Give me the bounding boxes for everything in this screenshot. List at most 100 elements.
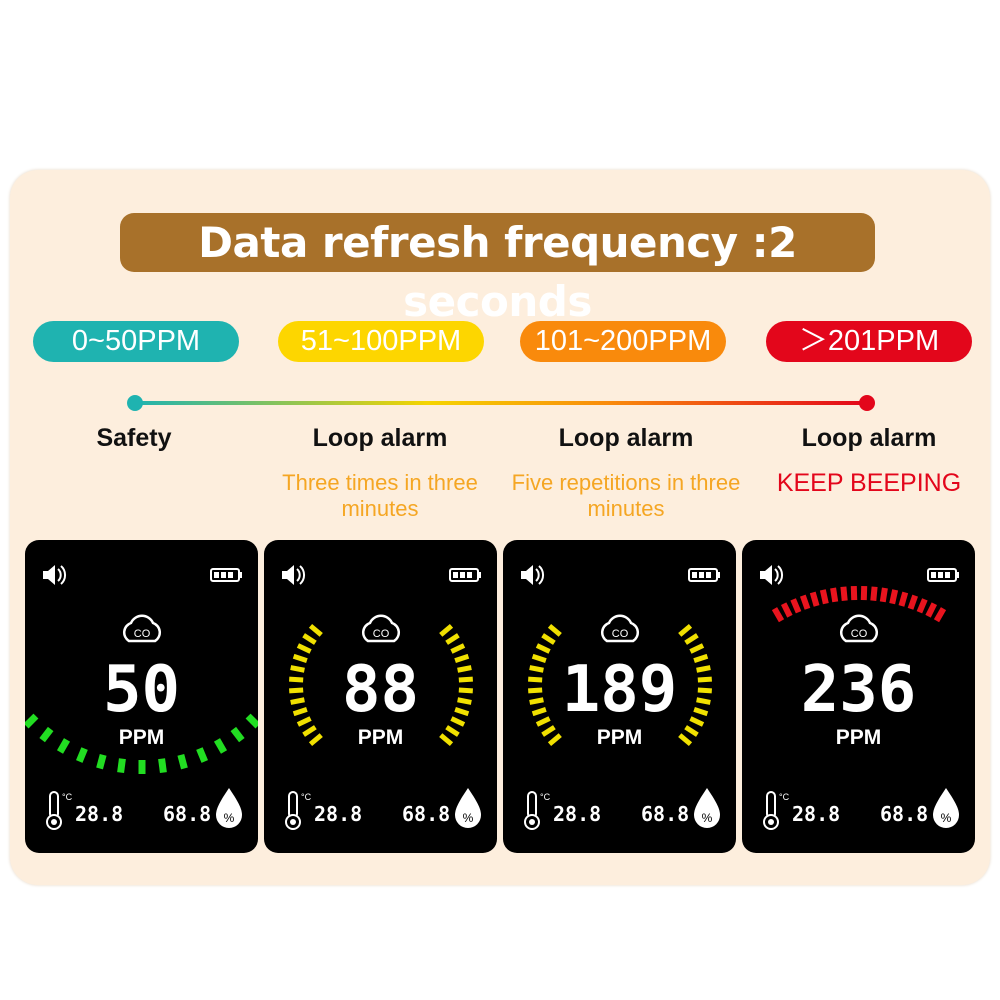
co-cloud-icon [839,614,879,643]
level-arc-segment [541,725,556,737]
level-arc-segment [547,733,562,747]
temp-unit: °C [301,792,312,802]
level-arc-segment [531,653,547,664]
level-arc-segment [308,733,323,747]
scale-end-dot [859,395,875,411]
range-pill: 51~100PPM [278,321,484,362]
detector-screen: CO °C % 50 PPM 28.8 68.8 [25,540,258,853]
humidity-unit: % [224,811,235,825]
co-cloud-icon [122,614,162,643]
detector-screen: CO °C % 88 PPM 28.8 68.8 [264,540,497,853]
level-arc-segment [809,591,820,607]
level-arc-segment [535,643,551,654]
temperature-value: 28.8 [792,802,841,826]
level-arc-segment [454,653,470,664]
gas-label: CO [612,628,629,640]
battery-icon [449,568,481,582]
level-arc-segment [535,716,551,727]
ppm-value: 236 [800,653,917,727]
alarm-detail: KEEP BEEPING [776,469,962,497]
temp-unit: °C [62,792,73,802]
temperature-value: 28.8 [75,802,124,826]
level-arc-segment [296,716,312,727]
humidity-unit: % [463,811,474,825]
level-arc-segment [933,607,947,623]
gradient-scale-line [135,401,867,405]
level-arc-segment [292,653,308,664]
level-arc-segment [96,753,107,770]
level-arc-segment [800,594,811,610]
level-arc-segment [916,598,928,614]
thermometer-icon [46,791,62,830]
level-arc-segment [450,716,466,727]
ppm-value: 50 [102,653,181,727]
level-arc-segment [302,633,317,645]
level-arc-segment [696,665,711,673]
gas-label: CO [373,628,390,640]
level-arc-segment [684,633,699,645]
range-pill: 101~200PPM [520,321,726,362]
level-arc-segment [230,726,245,743]
level-arc-segment [696,697,711,705]
battery-icon [688,568,720,582]
humidity-value: 68.8 [880,802,929,826]
humidity-value: 68.8 [402,802,451,826]
level-arc-segment [25,713,39,729]
level-arc-segment [289,687,304,694]
level-arc-segment [290,665,305,673]
temperature-value: 28.8 [314,802,363,826]
thermometer-icon [524,791,540,830]
humidity-drop-icon [933,788,959,828]
level-arc-segment [292,706,308,717]
level-label: Loop alarm [312,424,448,452]
thermometer-icon [763,791,779,830]
level-arc-segment [439,733,454,747]
level-arc-segment [76,747,88,763]
level-arc-segment [458,676,473,683]
level-arc-segment [302,725,317,737]
level-arc-segment [697,687,712,694]
level-arc-segment [689,643,705,654]
temp-unit: °C [540,792,551,802]
ppm-unit: PPM [118,726,165,749]
level-arc-segment [529,697,544,705]
level-arc-segment [528,687,543,694]
ppm-value: 88 [341,653,420,727]
ppm-unit: PPM [596,726,643,749]
level-arc-segment [840,586,848,601]
level-arc-segment [547,623,562,637]
level-arc-segment [870,586,878,601]
battery-icon [210,568,242,582]
level-arc-segment [177,753,188,770]
humidity-drop-icon [455,788,481,828]
level-arc-segment [830,587,839,603]
ppm-value: 189 [561,653,678,727]
level-arc-segment [678,623,693,637]
range-pill: ＞201PPM [766,321,972,362]
level-arc-segment [245,713,258,729]
level-arc-segment [697,676,712,683]
page-title: Data refresh frequency :2 seconds [120,213,875,326]
temp-unit: °C [779,792,790,802]
level-arc-segment [296,643,312,654]
level-arc-segment [445,633,460,645]
alarm-detail: Three times in three minutes [282,470,478,521]
level-arc-segment [771,607,785,623]
level-arc-segment [531,706,547,717]
speaker-icon [521,565,545,585]
level-arc-segment [790,598,802,614]
co-cloud-icon [600,614,640,643]
thermometer-icon [285,791,301,830]
humidity-drop-icon [694,788,720,828]
level-arc-segment [289,676,304,683]
level-arc-segment [898,591,909,607]
level-arc-segment [907,594,918,610]
humidity-unit: % [702,811,713,825]
level-arc-segment [56,738,71,754]
level-arc-segment [541,633,556,645]
alarm-detail: Five repetitions in three minutes [511,470,741,521]
ppm-unit: PPM [357,726,404,749]
level-arc-segment [693,653,709,664]
level-arc-segment [457,665,472,673]
speaker-icon [282,565,306,585]
